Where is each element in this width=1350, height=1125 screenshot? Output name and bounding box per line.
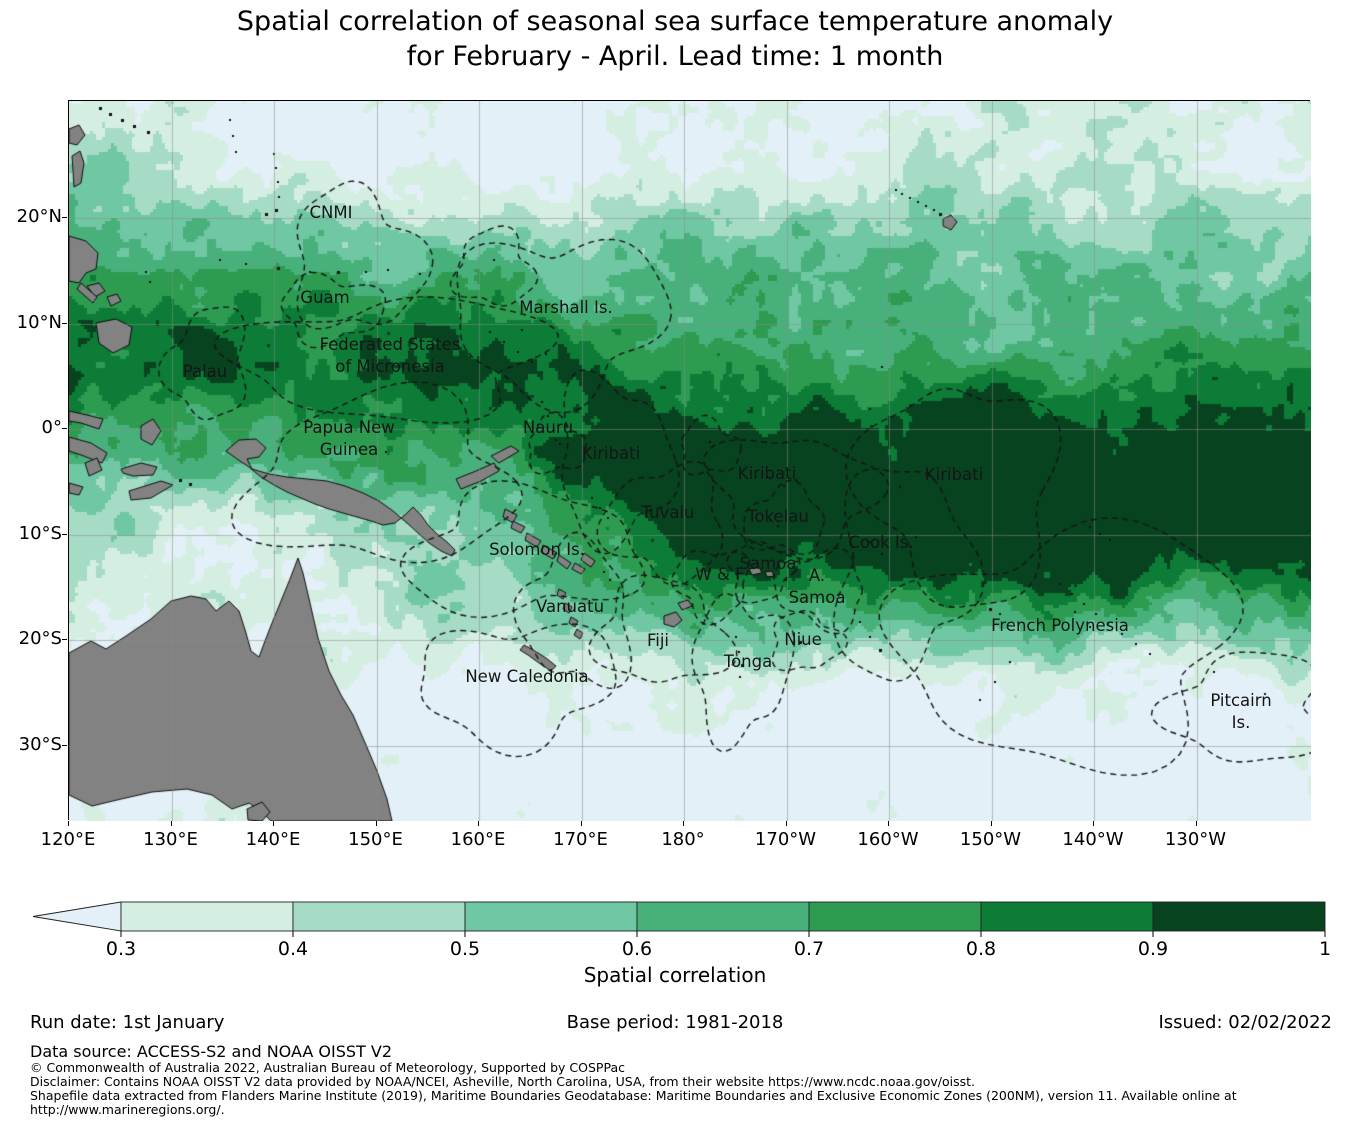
footer-data-source: Data source: ACCESS-S2 and NOAA OISST V2 [30,1042,393,1061]
x-axis-tick [273,821,274,826]
colorbar-segment [1152,901,1326,932]
x-axis-tick [68,821,69,826]
x-axis-tick [375,821,377,826]
y-axis-tick [62,428,67,429]
x-axis-tick [990,821,992,826]
x-tick-label: 140°E [245,829,301,850]
colorbar-under-arrow [32,901,122,932]
y-tick-label: 0° [41,417,62,438]
x-axis-tick [888,821,889,826]
x-axis-tick [785,821,787,826]
footer-fine-print: © Commonwealth of Australia 2022, Austra… [30,1060,1237,1117]
colorbar-tick-label: 0.8 [965,938,997,960]
footer-run-date: Run date: 1st January [30,1012,225,1033]
colorbar-tick-label: 0.4 [277,938,309,960]
y-axis-tick [62,217,67,218]
y-tick-label: 10°S [18,522,62,544]
x-tick-label: 150°W [959,829,1022,850]
x-tick-label: 160°W [857,829,919,850]
x-tick-label: 140°W [1062,829,1124,850]
colorbar-tick-label: 0.3 [105,938,137,960]
footer-issued: Issued: 02/02/2022 [1158,1012,1332,1033]
x-axis-tick [478,821,479,826]
colorbar-segment [464,901,638,932]
x-tick-label: 170°W [754,829,817,850]
x-tick-label: 180° [661,829,705,850]
colorbar-tick-label: 0.9 [1137,938,1169,960]
colorbar-segment [120,901,294,932]
colorbar-segment [980,901,1154,932]
colorbar-segment [292,901,466,932]
y-tick-label: 20°N [16,206,62,227]
colorbar-segment [808,901,982,932]
colorbar-segment [636,901,810,932]
x-tick-label: 130°W [1164,829,1227,850]
chart-title-line1: Spatial correlation of seasonal sea surf… [236,6,1114,37]
y-axis-tick [62,639,67,640]
y-tick-label: 20°S [18,628,62,649]
footer-base-period: Base period: 1981-2018 [566,1012,784,1033]
x-tick-label: 170°E [553,829,608,850]
y-axis-tick [62,533,67,535]
y-axis-tick [62,322,67,324]
x-axis-tick [1195,821,1197,826]
y-tick-label: 30°S [18,733,62,755]
x-tick-label: 160°E [450,829,506,850]
colorbar-tick-label: 0.5 [449,938,481,960]
colorbar-tick-label: 1 [1318,938,1332,960]
colorbar-tick-label: 0.6 [621,938,653,960]
colorbar-tick-label: 0.7 [793,938,825,960]
map-canvas [69,101,1311,821]
chart-title-line2: for February - April. Lead time: 1 month [406,41,944,72]
x-axis-tick [1093,821,1094,826]
x-axis-tick [683,821,684,826]
x-tick-label: 150°E [348,829,403,850]
x-tick-label: 120°E [40,829,96,850]
y-tick-label: 10°N [16,311,62,333]
x-axis-tick [170,821,172,826]
map-frame: CNMI Guam Marshall Is. Federated States of … [68,100,1311,821]
x-axis-tick [580,821,582,826]
x-tick-label: 130°E [143,829,198,850]
y-axis-tick [62,744,67,746]
colorbar [32,901,1326,937]
colorbar-title: Spatial correlation [583,963,767,987]
